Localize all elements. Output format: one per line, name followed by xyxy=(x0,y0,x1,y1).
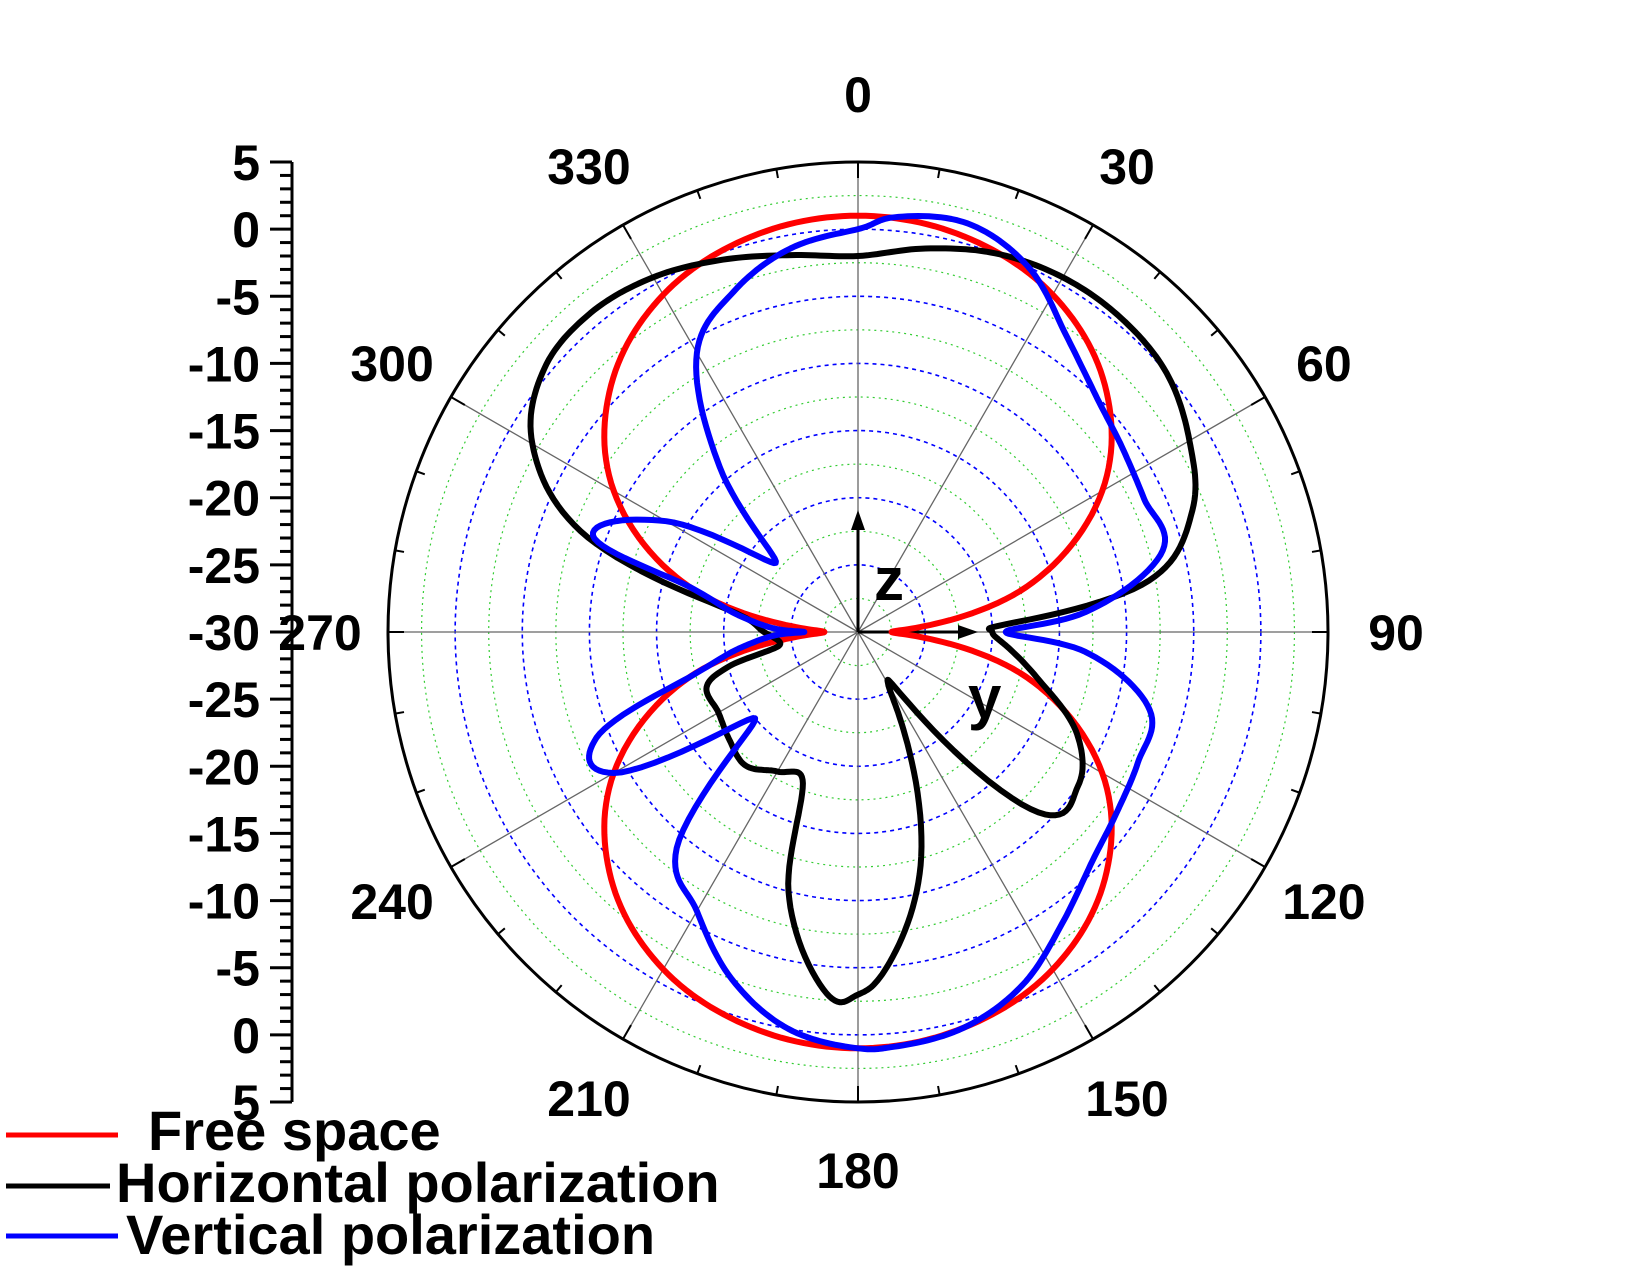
angular-tick xyxy=(450,858,466,868)
angular-tick xyxy=(1210,329,1219,337)
radial-tick-label: -10 xyxy=(188,874,260,930)
angular-tick-label: 180 xyxy=(816,1143,899,1199)
angular-tick-label: 30 xyxy=(1099,139,1155,195)
angular-tick xyxy=(1250,858,1266,868)
radial-tick-label: -5 xyxy=(216,941,260,997)
angular-tick xyxy=(937,168,941,179)
legend-item-free-space: Free space xyxy=(6,1099,441,1162)
series-line-vertical-polarization xyxy=(586,213,1168,1053)
inner-axes: z y xyxy=(851,510,1002,731)
angular-tick xyxy=(622,224,632,240)
legend-item-vertical-polarization: Vertical polarization xyxy=(6,1203,655,1266)
angular-tick xyxy=(394,711,405,715)
legend: Free space Horizontal polarization Verti… xyxy=(6,1099,720,1266)
angular-tick xyxy=(775,168,779,179)
data-series xyxy=(527,212,1199,1053)
radial-tick-label: 5 xyxy=(232,135,260,191)
angular-tick xyxy=(937,1085,941,1096)
radial-tick-label: -15 xyxy=(188,806,260,862)
y-arrow-head xyxy=(958,625,978,639)
angular-spoke xyxy=(450,631,859,868)
legend-item-horizontal-polarization: Horizontal polarization xyxy=(6,1151,720,1214)
angular-tick-label: 120 xyxy=(1282,874,1365,930)
angular-tick xyxy=(775,1085,779,1096)
radial-axis: 5 0 -5 -10 -15 -20 -25 -30 -25 -20 -15 -10 -5 0 5 xyxy=(188,135,294,1131)
series-line-horizontal-polarization xyxy=(527,245,1199,1006)
angular-tick xyxy=(1153,271,1161,280)
y-axis-label: y xyxy=(968,664,1002,731)
angular-tick xyxy=(1210,927,1219,935)
angular-tick xyxy=(1014,190,1020,200)
radial-tick-label: -20 xyxy=(188,471,260,527)
z-arrow-head xyxy=(851,510,865,530)
angular-spoke xyxy=(857,631,1266,868)
angular-tick xyxy=(1014,1064,1020,1074)
angular-tick-label: 0 xyxy=(844,67,872,123)
angular-tick xyxy=(1311,549,1322,553)
angular-tick xyxy=(416,788,426,794)
angular-tick-label: 240 xyxy=(350,874,433,930)
legend-label-vertical-polarization: Vertical polarization xyxy=(126,1203,655,1266)
angular-tick-label: 60 xyxy=(1296,336,1352,392)
angular-tick xyxy=(416,470,426,476)
angular-spoke xyxy=(857,396,1266,633)
radial-tick-label: -25 xyxy=(188,672,260,728)
angular-tick xyxy=(696,1064,702,1074)
radial-tick-label: 0 xyxy=(232,1008,260,1064)
angular-tick xyxy=(555,271,563,280)
radial-tick-label: -5 xyxy=(216,269,260,325)
angular-tick-label: 210 xyxy=(547,1071,630,1127)
legend-label-horizontal-polarization: Horizontal polarization xyxy=(116,1151,720,1214)
z-axis-label: z xyxy=(874,546,904,613)
angular-tick xyxy=(1250,396,1266,406)
angular-tick xyxy=(1153,984,1161,993)
radial-tick-label: -20 xyxy=(188,739,260,795)
radial-tick-label: -10 xyxy=(188,336,260,392)
radial-tick-label: -30 xyxy=(188,605,260,661)
angular-tick xyxy=(1084,1024,1094,1040)
angular-tick xyxy=(450,396,466,406)
angular-tick xyxy=(497,927,506,935)
angular-tick xyxy=(1311,711,1322,715)
angular-tick xyxy=(1290,788,1300,794)
radial-tick-label: -25 xyxy=(188,538,260,594)
angular-tick xyxy=(555,984,563,993)
legend-label-free-space: Free space xyxy=(148,1099,441,1162)
angular-spoke xyxy=(450,396,859,633)
radial-tick-label: -15 xyxy=(188,404,260,460)
angular-tick-label: 150 xyxy=(1085,1071,1168,1127)
angular-tick-label: 330 xyxy=(547,139,630,195)
angular-tick xyxy=(622,1024,632,1040)
angular-tick xyxy=(1084,224,1094,240)
angular-tick xyxy=(497,329,506,337)
radial-tick-label: 0 xyxy=(232,202,260,258)
angular-tick xyxy=(394,549,405,553)
angular-tick-label: 90 xyxy=(1368,605,1424,661)
radial-tick-label: 5 xyxy=(232,1075,260,1131)
angular-tick xyxy=(696,190,702,200)
angular-tick xyxy=(1290,470,1300,476)
angular-tick-label: 300 xyxy=(350,336,433,392)
